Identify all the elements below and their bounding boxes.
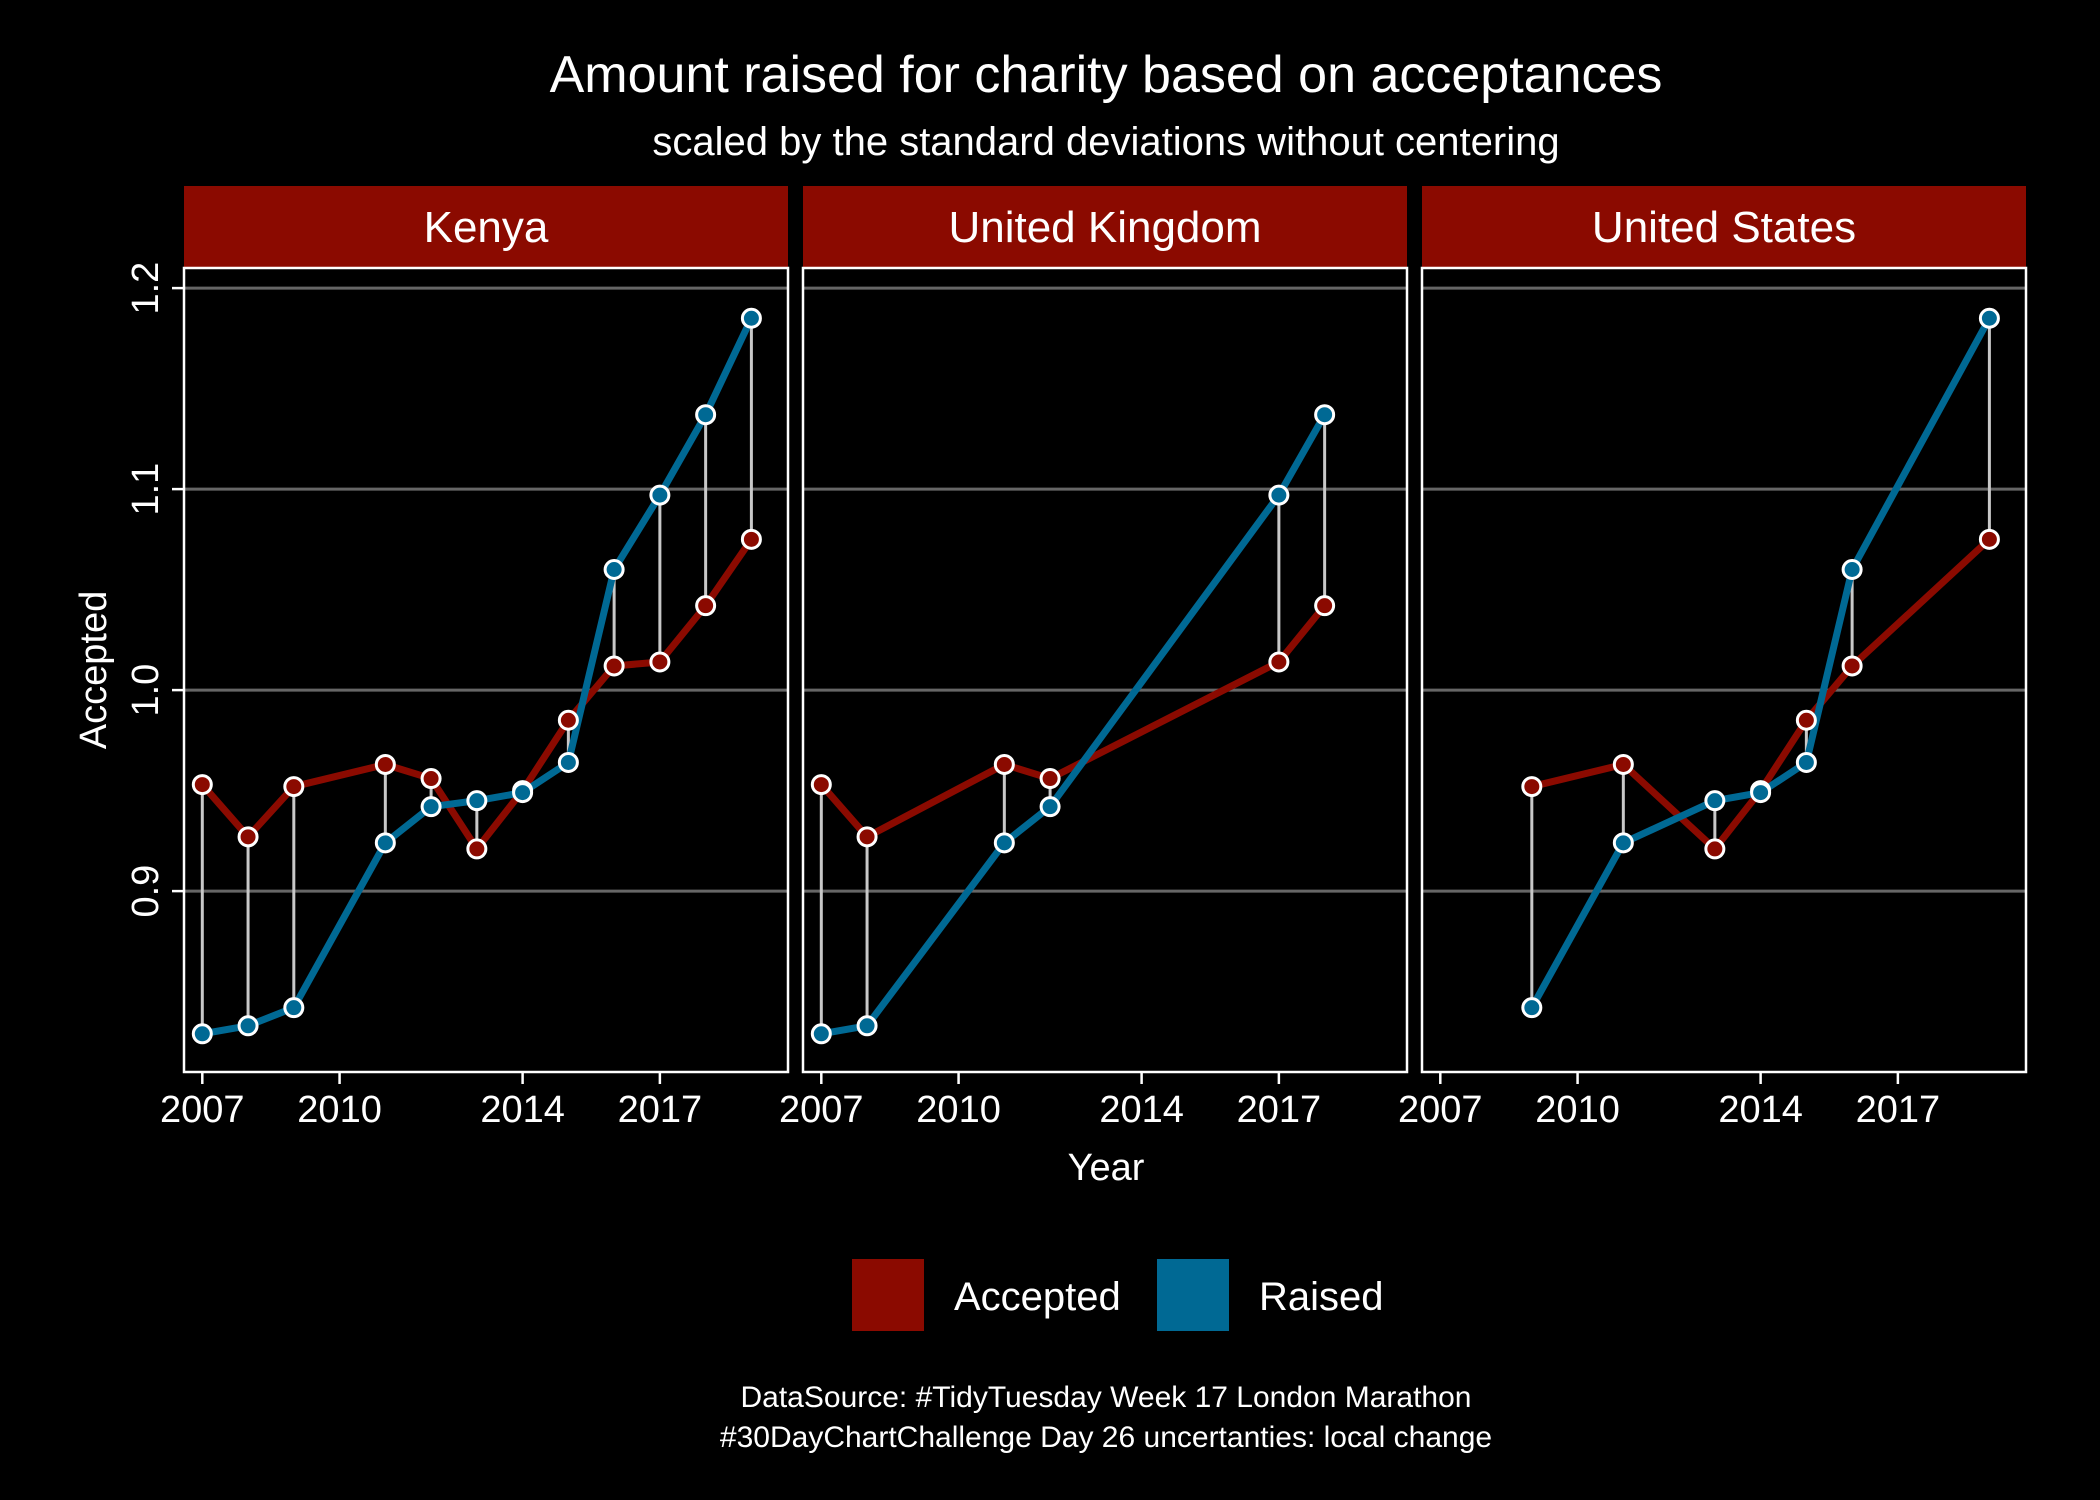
x-tick-label: 2007: [1398, 1089, 1483, 1131]
x-tick-label: 2010: [1535, 1089, 1620, 1131]
data-point-raised: [649, 484, 671, 506]
data-point-accepted: [810, 774, 832, 796]
facet-strip-label: United Kingdom: [948, 203, 1261, 252]
data-point-raised: [1978, 307, 2000, 329]
data-point-accepted: [466, 838, 488, 860]
x-tick-label: 2007: [779, 1089, 864, 1131]
legend-label-accepted: Accepted: [954, 1275, 1121, 1319]
facet-panel-1: United Kingdom 2007 2010 2014 2017: [779, 186, 1409, 1131]
data-point-accepted: [1039, 768, 1061, 790]
data-point-raised: [283, 997, 305, 1019]
facet-strip: [184, 186, 788, 268]
data-point-accepted: [191, 774, 213, 796]
panel-border: [1420, 266, 2028, 1074]
data-point-accepted: [1268, 651, 1290, 673]
legend-key-accepted: [852, 1259, 924, 1331]
data-point-raised: [374, 832, 396, 854]
data-point-accepted: [420, 768, 442, 790]
caption-line-1: DataSource: #TidyTuesday Week 17 London …: [741, 1381, 1472, 1414]
data-point-accepted: [1704, 838, 1726, 860]
data-point-accepted: [695, 595, 717, 617]
data-point-raised: [1039, 796, 1061, 818]
data-point-accepted: [1795, 709, 1817, 731]
data-point-accepted: [237, 826, 259, 848]
legend: Accepted Raised: [852, 1259, 1384, 1331]
x-tick-label: 2017: [1237, 1089, 1322, 1131]
data-point-raised: [1795, 751, 1817, 773]
panel-border: [182, 266, 790, 1074]
x-tick-label: 2010: [297, 1089, 382, 1131]
data-point-raised: [740, 307, 762, 329]
data-point-accepted: [1521, 776, 1543, 798]
data-point-raised: [1841, 559, 1863, 580]
legend-key-raised: [1157, 1259, 1229, 1331]
x-tick-label: 2017: [1856, 1089, 1941, 1131]
data-point-accepted: [649, 651, 671, 673]
series-line-accepted: [198, 535, 755, 853]
facet-panel-0: Kenya 2007 2010 2014 2017 0.9 1.0 1.1 1.2: [125, 186, 790, 1131]
legend-label-raised: Raised: [1259, 1275, 1384, 1319]
y-tick-label: 1.1: [125, 463, 167, 516]
x-tick-label: 2014: [1099, 1089, 1184, 1131]
data-point-accepted: [1978, 528, 2000, 550]
data-point-accepted: [1841, 655, 1863, 677]
data-point-raised: [1750, 782, 1772, 804]
data-point-raised: [695, 404, 717, 426]
y-tick-label: 1.2: [125, 262, 167, 315]
caption-line-2: #30DayChartChallenge Day 26 uncertanties…: [720, 1421, 1492, 1454]
data-point-accepted: [856, 826, 878, 848]
panel-border: [801, 266, 1409, 1074]
facet-panels: Kenya 2007 2010 2014 2017 0.9 1.0 1.1 1.2 United …: [125, 186, 2028, 1131]
facet-strip: [1422, 186, 2026, 268]
data-point-raised: [191, 1023, 213, 1045]
data-point-raised: [856, 1015, 878, 1037]
data-point-accepted: [740, 528, 762, 550]
chart-subtitle: scaled by the standard deviations withou…: [652, 120, 1559, 164]
data-point-raised: [420, 796, 442, 818]
data-point-accepted: [557, 709, 579, 731]
data-point-raised: [466, 790, 488, 812]
y-tick-label: 0.9: [125, 865, 167, 918]
y-axis-title: Accepted: [73, 591, 115, 749]
x-tick-label: 2010: [916, 1089, 1001, 1131]
x-axis-title: Year: [1068, 1147, 1145, 1189]
data-point-raised: [1612, 832, 1634, 854]
data-point-raised: [810, 1023, 832, 1045]
facet-strip: [803, 186, 1407, 268]
x-tick-label: 2014: [1718, 1089, 1803, 1131]
data-point-raised: [1314, 404, 1336, 426]
facet-panel-2: United States 2007 2010 2014 2017: [1398, 186, 2028, 1131]
data-point-accepted: [1314, 595, 1336, 617]
chart-title: Amount raised for charity based on accep…: [550, 46, 1663, 104]
y-tick-label: 1.0: [125, 664, 167, 717]
data-point-accepted: [993, 753, 1015, 775]
data-point-accepted: [283, 776, 305, 798]
data-point-accepted: [603, 655, 625, 677]
data-point-raised: [557, 751, 579, 773]
data-point-raised: [993, 832, 1015, 854]
data-point-raised: [603, 559, 625, 580]
x-tick-label: 2017: [618, 1089, 703, 1131]
data-point-accepted: [1612, 753, 1634, 775]
data-point-raised: [1521, 997, 1543, 1019]
x-tick-label: 2014: [480, 1089, 565, 1131]
data-point-raised: [237, 1015, 259, 1037]
data-point-raised: [1268, 484, 1290, 506]
data-point-accepted: [374, 753, 396, 775]
data-point-raised: [512, 782, 534, 804]
facet-strip-label: United States: [1592, 203, 1856, 252]
series-line-accepted: [817, 602, 1329, 841]
data-point-raised: [1704, 790, 1726, 812]
x-tick-label: 2007: [160, 1089, 245, 1131]
facet-strip-label: Kenya: [424, 203, 549, 252]
